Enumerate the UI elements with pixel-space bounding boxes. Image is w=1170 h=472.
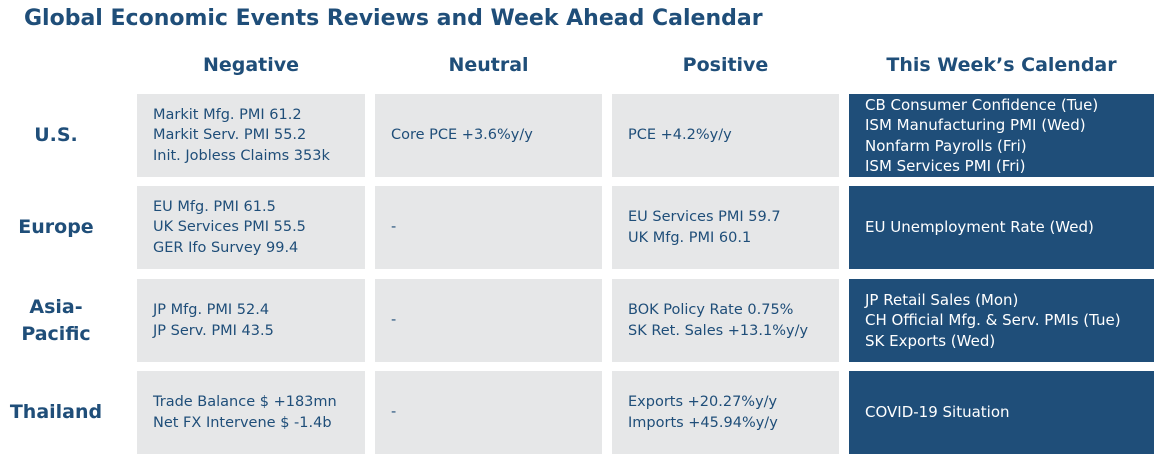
column-header-positive: Positive xyxy=(682,54,769,76)
cell-thailand-neutral: - xyxy=(375,371,602,454)
list-item: - xyxy=(391,312,397,329)
list-item: Exports +20.27%y/y xyxy=(628,394,778,410)
list-item: CH Official Mfg. & Serv. PMIs (Tue) xyxy=(865,311,1121,330)
list-item: UK Mfg. PMI 60.1 xyxy=(628,229,752,246)
cell-asia-pacific-neutral: - xyxy=(375,279,602,362)
row-header-asia-pacific: Asia- Pacific xyxy=(0,279,112,362)
list-item: EU Unemployment Rate (Wed) xyxy=(865,218,1094,237)
row-header-europe: Europe xyxy=(0,186,112,269)
list-item: JP Retail Sales (Mon) xyxy=(865,290,1019,309)
list-item: Nonfarm Payrolls (Fri) xyxy=(865,136,1027,155)
list-item: UK Services PMI 55.5 xyxy=(153,219,306,236)
cell-asia-pacific-calendar: JP Retail Sales (Mon) CH Official Mfg. &… xyxy=(849,279,1154,362)
cell-asia-pacific-negative: JP Mfg. PMI 52.4 JP Serv. PMI 43.5 xyxy=(137,279,365,362)
list-item: Trade Balance $ +183mn xyxy=(153,394,337,410)
column-header-calendar: This Week’s Calendar xyxy=(886,54,1117,76)
list-item: COVID-19 Situation xyxy=(865,403,1010,422)
list-item: JP Mfg. PMI 52.4 xyxy=(153,302,270,318)
list-item: ISM Manufacturing PMI (Wed) xyxy=(865,116,1086,134)
row-header-label: Europe xyxy=(18,216,94,238)
cell-us-negative: Markit Mfg. PMI 61.2 Markit Serv. PMI 55… xyxy=(137,94,365,177)
list-item: EU Mfg. PMI 61.5 xyxy=(153,198,276,215)
cell-thailand-positive: Exports +20.27%y/y Imports +45.94%y/y xyxy=(612,371,839,454)
list-item: - xyxy=(391,219,397,236)
list-item: BOK Policy Rate 0.75% xyxy=(628,302,794,318)
list-item: GER Ifo Survey 99.4 xyxy=(153,239,299,256)
list-item: Core PCE +3.6%y/y xyxy=(391,127,533,144)
list-item: ISM Services PMI (Fri) xyxy=(865,157,1026,175)
row-header-label: U.S. xyxy=(34,124,78,146)
row-header-label-line: Pacific xyxy=(21,322,91,345)
row-header-us: U.S. xyxy=(0,94,112,177)
page-title: Global Economic Events Reviews and Week … xyxy=(24,6,763,31)
list-item: PCE +4.2%y/y xyxy=(628,127,732,144)
row-header-label-line: Asia- xyxy=(29,295,83,318)
list-item: - xyxy=(391,404,397,421)
cell-europe-neutral: - xyxy=(375,186,602,269)
cell-europe-calendar: EU Unemployment Rate (Wed) xyxy=(849,186,1154,269)
cell-thailand-negative: Trade Balance $ +183mn Net FX Intervene … xyxy=(137,371,365,454)
list-item: SK Ret. Sales +13.1%y/y xyxy=(628,322,809,339)
list-item: JP Serv. PMI 43.5 xyxy=(153,322,274,339)
list-item: Init. Jobless Claims 353k xyxy=(153,147,330,164)
list-item: CB Consumer Confidence (Tue) xyxy=(865,95,1099,114)
cell-thailand-calendar: COVID-19 Situation xyxy=(849,371,1154,454)
cell-europe-negative: EU Mfg. PMI 61.5 UK Services PMI 55.5 GE… xyxy=(137,186,365,269)
cell-us-calendar: CB Consumer Confidence (Tue) ISM Manufac… xyxy=(849,94,1154,177)
row-header-thailand: Thailand xyxy=(0,371,112,454)
list-item: EU Services PMI 59.7 xyxy=(628,209,781,225)
cell-us-neutral: Core PCE +3.6%y/y xyxy=(375,94,602,177)
list-item: Net FX Intervene $ -1.4b xyxy=(153,414,332,431)
column-header-neutral: Neutral xyxy=(448,54,529,76)
cell-us-positive: PCE +4.2%y/y xyxy=(612,94,839,177)
cell-europe-positive: EU Services PMI 59.7 UK Mfg. PMI 60.1 xyxy=(612,186,839,269)
column-header-negative: Negative xyxy=(202,54,300,76)
list-item: Markit Mfg. PMI 61.2 xyxy=(153,106,302,123)
list-item: SK Exports (Wed) xyxy=(865,331,996,350)
list-item: Markit Serv. PMI 55.2 xyxy=(153,127,307,144)
row-header-label: Thailand xyxy=(9,401,103,423)
list-item: Imports +45.94%y/y xyxy=(628,414,778,431)
cell-asia-pacific-positive: BOK Policy Rate 0.75% SK Ret. Sales +13.… xyxy=(612,279,839,362)
